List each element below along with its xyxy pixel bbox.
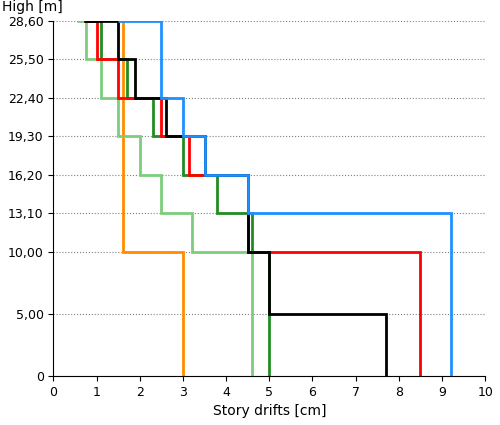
X-axis label: Story drifts [cm]: Story drifts [cm]: [212, 404, 326, 418]
Y-axis label: High [m]: High [m]: [2, 0, 62, 14]
